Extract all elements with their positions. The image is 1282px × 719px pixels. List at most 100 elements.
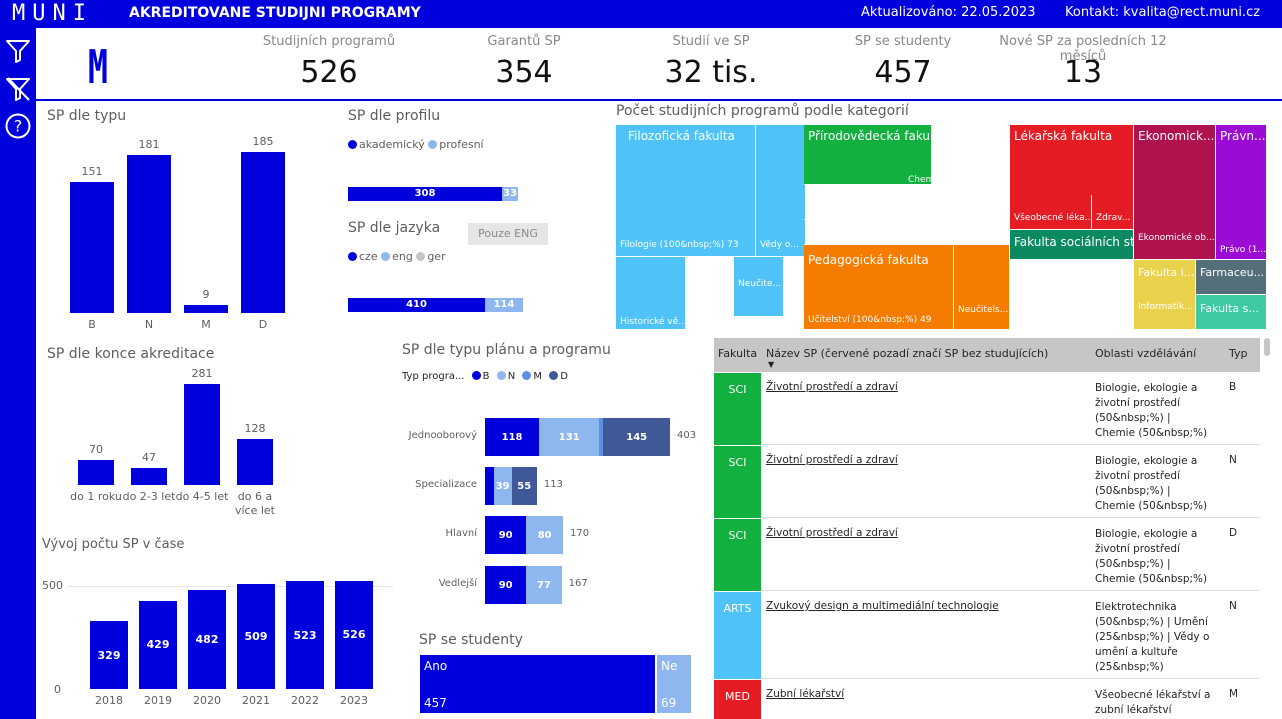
category-label: B [88, 318, 96, 331]
contact-link[interactable]: Kontakt: kvalita@rect.muni.cz [1065, 5, 1261, 20]
legend-profesni: profesní [439, 138, 484, 151]
header-fakulta[interactable]: Fakulta [718, 347, 758, 360]
treemap-cell[interactable]: Filologie (100&nbsp;%) 73 [616, 235, 756, 257]
legend-dot [416, 252, 426, 261]
treemap-title: Počet studijních programů podle kategori… [616, 103, 909, 119]
treemap-cell[interactable]: Neučite... [734, 257, 784, 317]
bar-do-1-roku[interactable] [78, 459, 114, 485]
treemap-cell[interactable]: Všeobecné léka... [1010, 195, 1092, 230]
bar-do-4-5-let[interactable] [184, 384, 220, 485]
table-scrollbar[interactable] [1264, 338, 1270, 356]
treemap-cell[interactable]: Mat... [906, 195, 956, 225]
treemap-cell[interactable]: So... [1082, 260, 1134, 295]
treemap-cell[interactable]: Politické věd... [1010, 260, 1082, 295]
bar-N[interactable] [127, 155, 171, 313]
bar-2023[interactable]: 526 [335, 580, 373, 689]
bar-2020[interactable]: 482 [188, 589, 226, 689]
bar-M[interactable] [184, 305, 228, 313]
treemap-label: Všeobecné léka... [1014, 213, 1092, 223]
plan-segment-B[interactable]: 90 [485, 516, 527, 554]
plan-segment-M[interactable] [599, 418, 604, 456]
treemap-cell[interactable]: Právn... [1216, 125, 1267, 260]
bar-2022[interactable]: 523 [286, 581, 324, 689]
treemap-cell[interactable]: Me... [1082, 295, 1134, 330]
treemap-cell[interactable]: Biologie, ekologie a... [804, 185, 932, 220]
plan-segment-B[interactable]: 118 [485, 418, 540, 456]
profil-bar-akademicky[interactable]: 308 [348, 187, 502, 201]
program-link[interactable]: Životní prostředí a zdraví [766, 527, 898, 539]
category-label: do 1 roku [70, 490, 122, 503]
table-row[interactable]: ARTS Zvukový design a multimediální techn… [714, 592, 1260, 679]
program-link[interactable]: Životní prostředí a zdraví [766, 454, 898, 466]
sp-table: Fakulta Název SP (červené pozadí značí S… [714, 338, 1272, 719]
treemap-cell[interactable]: Informatik... [1134, 295, 1196, 330]
plan-segment-N[interactable]: 80 [526, 516, 564, 554]
treemap-cell[interactable]: Právo (1... [1216, 215, 1267, 260]
treemap-cell[interactable]: Farmaceu... [1196, 260, 1267, 295]
plan-segment-D[interactable]: 145 [603, 418, 670, 456]
bar-2021[interactable]: 509 [237, 584, 275, 689]
vyvoj-gridline [68, 586, 394, 587]
bar-D[interactable] [241, 152, 285, 313]
program-link[interactable]: Zvukový design a multimediální technolog… [766, 600, 999, 612]
plan-row-total: 170 [570, 528, 590, 539]
plan-segment-B[interactable]: 90 [485, 566, 527, 604]
treemap-cell[interactable]: Fakulta s... [1196, 295, 1267, 330]
plan-segment-N[interactable]: 131 [539, 418, 600, 456]
header-nazev[interactable]: Název SP (červené pozadí značí SP bez st… [766, 347, 1049, 360]
header-oblasti[interactable]: Oblasti vzdělávání [1095, 347, 1197, 360]
treemap-cell[interactable]: Historické vě... [616, 257, 686, 330]
treemap-cell[interactable]: Filologi... [686, 257, 734, 297]
treemap-cell[interactable]: Sociologie (... [1010, 295, 1082, 330]
table-row[interactable]: SCI Životní prostředí a zdraví Biologie, e… [714, 446, 1260, 518]
treemap-cell[interactable]: Filozofi... [686, 297, 734, 330]
plan-segment-N[interactable]: 39 [493, 467, 512, 505]
sort-desc-icon[interactable]: ▼ [768, 360, 775, 369]
treemap-cell[interactable]: Učitelství (100&nbsp;%) 49 [804, 295, 954, 330]
plan-segment-B[interactable] [485, 467, 494, 505]
program-link[interactable]: Zubní lékařství [766, 688, 845, 700]
bar-do-2-3-let[interactable] [131, 468, 167, 485]
vyvoj-title: Vývoj počtu SP v čase [42, 537, 185, 552]
bar-2019[interactable]: 429 [139, 600, 177, 689]
treemap-cell[interactable]: Mat... [906, 225, 936, 245]
table-row[interactable]: SCI Životní prostředí a zdraví Biologie, e… [714, 519, 1260, 591]
se-studenty-ne-bar[interactable]: Ne 69 [657, 655, 691, 713]
treemap-cell[interactable]: Zdrav... [1092, 195, 1134, 230]
table-row[interactable]: MED Zubní lékařství Všeobecné lékařství a … [714, 680, 1260, 719]
plan-segment-D[interactable]: 55 [511, 467, 537, 505]
treemap-cell[interactable]: Vědy o... [756, 125, 806, 257]
kpi-value: 32 tis. [664, 55, 758, 90]
treemap-cell[interactable]: Filozofická fakulta [616, 125, 756, 257]
bar-2018[interactable]: 329 [90, 621, 128, 689]
treemap-cell[interactable]: Přírodovědecká fakulta [804, 125, 932, 185]
fakulta-badge: ARTS [714, 592, 761, 679]
treemap-label: Fakulta s... [1200, 302, 1259, 315]
se-studenty-ano-bar[interactable]: Ano 457 [420, 655, 655, 713]
legend-dot [428, 140, 438, 149]
treemap-cell[interactable]: Ekonomick... [1134, 125, 1216, 260]
jazyk-bar-eng[interactable]: 114 [485, 298, 523, 312]
program-link[interactable]: Životní prostředí a zdraví [766, 381, 898, 393]
category-label: 2019 [144, 694, 172, 707]
help-icon[interactable]: ? [5, 113, 31, 139]
filter-clear-icon[interactable] [5, 76, 31, 102]
treemap-cell[interactable]: Lékařská fakulta [1010, 125, 1134, 230]
filter-icon[interactable] [5, 38, 31, 64]
plan-segment-N[interactable]: 77 [526, 566, 562, 604]
treemap-cell[interactable]: Fakulta sociálních st... [1010, 230, 1134, 260]
treemap-cell[interactable]: Fakulta i... [1134, 260, 1196, 330]
treemap-cell[interactable]: Chemie (1... [906, 165, 956, 195]
profil-bar-profesni[interactable]: 33 [502, 187, 518, 201]
table-row[interactable]: SCI Životní prostředí a zdraví Biologie, e… [714, 373, 1260, 445]
bar-B[interactable] [70, 181, 114, 313]
treemap-cell[interactable]: Vědy o Zemi (100&... [804, 220, 904, 245]
treemap-cell[interactable]: Ekonomické ob... [1134, 215, 1216, 260]
jazyk-bar-cze[interactable]: 410 [348, 298, 485, 312]
header-typ[interactable]: Typ [1229, 347, 1248, 360]
pouze-eng-button[interactable]: Pouze ENG [468, 223, 548, 245]
treemap-cell[interactable]: Pedagogická fakulta [804, 245, 954, 330]
category-label: 2018 [95, 694, 123, 707]
bar-do-6-a-více-let[interactable] [237, 438, 273, 485]
treemap-cell[interactable]: Neučitels... [954, 245, 1010, 330]
